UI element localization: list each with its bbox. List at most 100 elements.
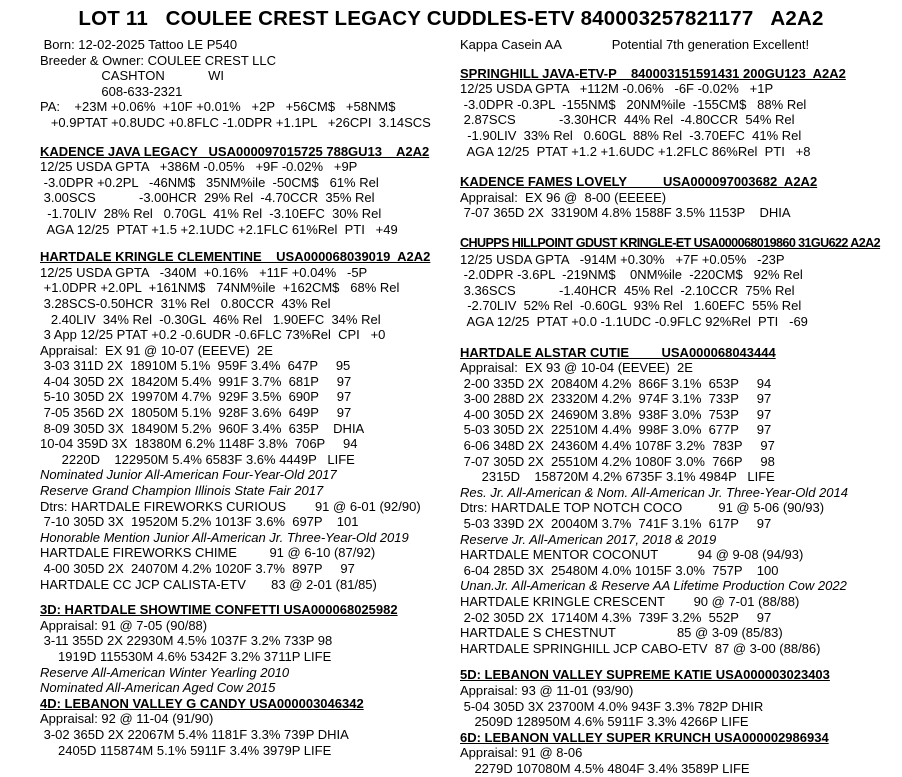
record-line: Appraisal: EX 93 @ 10-04 (EEVEE) 2E	[460, 360, 693, 376]
record-line: HARTDALE FIREWORKS CHIME 91 @ 6-10 (87/9…	[40, 545, 376, 561]
third-dam-section: 3D: HARTDALE SHOWTIME CONFETTI USA000068…	[40, 602, 452, 696]
record-line: 2.40LIV 34% Rel -0.30GL 46% Rel 1.90EFC …	[40, 311, 381, 327]
record-line: Appraisal: EX 96 @ 8-00 (EEEEE)	[460, 189, 667, 205]
pedigree-columns: Born: 12-02-2025 Tattoo LE P540 Breeder &…	[0, 37, 902, 777]
record-line: -3.0DPR -0.3PL -155NM$ 20NM%ile -155CM$ …	[460, 96, 807, 112]
record-line: AGA 12/25 PTAT +0.0 -1.1UDC -0.9FLC 92%R…	[460, 313, 808, 329]
record-line: Dtrs: HARTDALE FIREWORKS CURIOUS 91 @ 6-…	[40, 498, 421, 514]
record-line: 2.87SCS -3.30HCR 44% Rel -4.80CCR 54% Re…	[460, 112, 795, 128]
fourth-dam-section: 4D: LEBANON VALLEY G CANDY USA0000030463…	[40, 696, 452, 758]
record-line: 6-04 285D 3X 25480M 4.0% 1015F 3.0% 757P…	[460, 562, 779, 578]
record-line: 1919D 115530M 4.6% 5342F 3.2% 3711P LIFE	[40, 648, 332, 664]
pedigree-header: HARTDALE KRINGLE CLEMENTINE USA000068039…	[40, 249, 431, 265]
award-line: Honorable Mention Junior All-American Jr…	[40, 529, 409, 545]
record-line: Appraisal: EX 91 @ 10-07 (EEEVE) 2E	[40, 342, 273, 358]
pedigree-header: CHUPPS HILLPOINT GDUST KRINGLE-ET USA000…	[460, 235, 881, 250]
record-line: 5-03 305D 2X 22510M 4.4% 998F 3.0% 677P …	[460, 422, 772, 438]
record-line: +1.0DPR +2.0PL +161NM$ 74NM%ile +162CM$ …	[40, 280, 400, 296]
record-line: Appraisal: 91 @ 7-05 (90/88)	[40, 617, 208, 633]
right-column: Kappa Casein AA Potential 7th generation…	[452, 37, 902, 777]
record-line: PA: +23M +0.06% +10F +0.01% +2P +56CM$ +…	[40, 99, 396, 115]
record-line: 608-633-2321	[40, 83, 183, 99]
record-line: HARTDALE CC JCP CALISTA-ETV 83 @ 2-01 (8…	[40, 576, 377, 592]
record-line: 2279D 107080M 4.5% 4804F 3.4% 3589P LIFE	[460, 760, 750, 776]
record-line: 7-05 356D 2X 18050M 5.1% 928F 3.6% 649P …	[40, 405, 352, 421]
record-line: 2405D 115874M 5.1% 5911F 3.4% 3979P LIFE	[40, 742, 332, 758]
pedigree-header: 3D: HARTDALE SHOWTIME CONFETTI USA000068…	[40, 602, 398, 618]
record-line: 12/25 USDA GPTA -914M +0.30% +7F +0.05% …	[460, 251, 785, 267]
record-line: 4-04 305D 2X 18420M 5.4% 991F 3.7% 681P …	[40, 373, 352, 389]
record-line: 5-10 305D 2X 19970M 4.7% 929F 3.5% 690P …	[40, 389, 352, 405]
record-line: Appraisal: 93 @ 11-01 (93/90)	[460, 682, 634, 698]
pedigree-header: KADENCE FAMES LOVELY USA000097003682 A2A…	[460, 174, 818, 190]
hartdale-alstar-cutie-section: HARTDALE ALSTAR CUTIE USA000068043444 App…	[460, 345, 896, 657]
page-title: LOT 11 COULEE CREST LEGACY CUDDLES-ETV 8…	[78, 7, 824, 30]
record-line: 8-09 305D 3X 18490M 5.2% 960F 3.4% 635P …	[40, 420, 365, 436]
award-line: Nominated All-American Aged Cow 2015	[40, 680, 276, 696]
record-line: 5-04 305D 3X 23700M 4.0% 943F 3.3% 782P …	[460, 698, 764, 714]
chupps-kringle-section: CHUPPS HILLPOINT GDUST KRINGLE-ET USA000…	[460, 236, 896, 330]
pedigree-header: SPRINGHILL JAVA-ETV-P 840003151591431 20…	[460, 65, 846, 81]
record-line: 12/25 USDA GPTA +112M -0.06% -6F -0.02% …	[460, 81, 774, 97]
pedigree-header: KADENCE JAVA LEGACY USA000097015725 788G…	[40, 143, 430, 159]
record-line: 2509D 128950M 4.6% 5911F 3.3% 4266P LIFE	[460, 714, 749, 730]
record-line: Kappa Casein AA Potential 7th generation…	[460, 37, 810, 52]
record-line: Dtrs: HARTDALE TOP NOTCH COCO 91 @ 5-06 …	[460, 500, 825, 516]
record-line: 6-06 348D 2X 24360M 4.4% 1078F 3.2% 783P…	[460, 438, 775, 454]
record-line: CASHTON WI	[40, 68, 224, 84]
pedigree-header: HARTDALE ALSTAR CUTIE USA000068043444	[460, 344, 776, 360]
record-line: 12/25 USDA GPTA -340M +0.16% +11F +0.04%…	[40, 264, 368, 280]
record-line: 7-07 365D 2X 33190M 4.8% 1588F 3.5% 1153…	[460, 205, 791, 221]
award-line: Nominated Junior All-American Four-Year-…	[40, 467, 337, 483]
record-line: 2-02 305D 2X 17140M 4.3% 739F 3.2% 552P …	[460, 609, 772, 625]
award-line: Unan.Jr. All-American & Reserve AA Lifet…	[460, 578, 847, 594]
record-line: 3-11 355D 2X 22930M 4.5% 1037F 3.2% 733P…	[40, 633, 333, 649]
record-line: 2-00 335D 2X 20840M 4.2% 866F 3.1% 653P …	[460, 375, 772, 391]
record-line: 4-00 305D 2X 24070M 4.2% 1020F 3.7% 897P…	[40, 561, 355, 576]
award-line: Reserve All-American Winter Yearling 201…	[40, 664, 290, 680]
animal-info-block: Born: 12-02-2025 Tattoo LE P540 Breeder &…	[40, 37, 452, 131]
record-line: HARTDALE SPRINGHILL JCP CABO-ETV 87 @ 3-…	[460, 640, 821, 656]
record-line: Appraisal: 92 @ 11-04 (91/90)	[40, 711, 214, 727]
record-line: AGA 12/25 PTAT +1.5 +2.1UDC +2.1FLC 61%R…	[40, 221, 398, 237]
record-line: AGA 12/25 PTAT +1.2 +1.6UDC +1.2FLC 86%R…	[460, 143, 811, 159]
record-line: HARTDALE MENTOR COCONUT 94 @ 9-08 (94/93…	[460, 547, 804, 563]
record-line: Appraisal: 91 @ 8-06	[460, 745, 583, 761]
record-line: 3-02 365D 2X 22067M 5.4% 1181F 3.3% 739P…	[40, 726, 349, 742]
award-line: Reserve Jr. All-American 2017, 2018 & 20…	[460, 531, 717, 547]
record-line: -2.70LIV 52% Rel -0.60GL 93% Rel 1.60EFC…	[460, 298, 802, 314]
record-line: 12/25 USDA GPTA +386M -0.05% +9F -0.02% …	[40, 159, 358, 175]
record-line: 3-00 288D 2X 23320M 4.2% 974F 3.1% 733P …	[460, 391, 772, 407]
dam-section: HARTDALE KRINGLE CLEMENTINE USA000068039…	[40, 249, 452, 592]
award-line: Res. Jr. All-American & Nom. All-America…	[460, 484, 848, 500]
sixth-dam-section: 6D: LEBANON VALLEY SUPER KRUNCH USA00000…	[460, 730, 896, 777]
record-line: HARTDALE KRINGLE CRESCENT 90 @ 7-01 (88/…	[460, 594, 800, 609]
catalog-page: LOT 11 COULEE CREST LEGACY CUDDLES-ETV 8…	[40, 7, 881, 776]
record-line: 3.00SCS -3.00HCR 29% Rel -4.70CCR 35% Re…	[40, 190, 375, 206]
record-line: 2220D 122950M 5.4% 6583F 3.6% 4449P LIFE	[40, 451, 355, 467]
record-line: -1.70LIV 28% Rel 0.70GL 41% Rel -3.10EFC…	[40, 205, 382, 221]
record-line: 3.36SCS -1.40HCR 45% Rel -2.10CCR 75% Re…	[460, 282, 795, 298]
award-line: Reserve Grand Champion Illinois State Fa…	[40, 483, 324, 499]
record-line: 3.28SCS-0.50HCR 31% Rel 0.80CCR 43% Rel	[40, 295, 331, 311]
record-line: +0.9PTAT +0.8UDC +0.8FLC -1.0DPR +1.1PL …	[40, 114, 431, 130]
record-line: Breeder & Owner: COULEE CREST LLC	[40, 52, 277, 68]
record-line: Born: 12-02-2025 Tattoo LE P540	[40, 37, 238, 52]
record-line: 3-03 311D 2X 18910M 5.1% 959F 3.4% 647P …	[40, 358, 351, 374]
pedigree-header: 6D: LEBANON VALLEY SUPER KRUNCH USA00000…	[460, 729, 829, 745]
pedigree-header: 5D: LEBANON VALLEY SUPREME KATIE USA0000…	[460, 667, 830, 683]
kadence-fames-lovely-section: KADENCE FAMES LOVELY USA000097003682 A2A…	[460, 174, 896, 221]
record-line: 7-07 305D 2X 25510M 4.2% 1080F 3.0% 766P…	[460, 453, 775, 469]
record-line: -3.0DPR +0.2PL -46NM$ 35NM%ile -50CM$ 61…	[40, 174, 379, 190]
genetic-notes-block: Kappa Casein AA Potential 7th generation…	[460, 37, 896, 53]
maternal-sire-section: SPRINGHILL JAVA-ETV-P 840003151591431 20…	[460, 66, 896, 160]
record-line: 5-03 339D 2X 20040M 3.7% 741F 3.1% 617P …	[460, 516, 772, 532]
record-line: HARTDALE S CHESTNUT 85 @ 3-09 (85/83)	[460, 625, 783, 641]
record-line: 4-00 305D 2X 24690M 3.8% 938F 3.0% 753P …	[460, 406, 772, 422]
record-line: 7-10 305D 3X 19520M 5.2% 1013F 3.6% 697P…	[40, 514, 359, 530]
sire-section: KADENCE JAVA LEGACY USA000097015725 788G…	[40, 144, 452, 238]
record-line: 2315D 158720M 4.2% 6735F 3.1% 4984P LIFE	[460, 469, 775, 485]
record-line: -1.90LIV 33% Rel 0.60GL 88% Rel -3.70EFC…	[460, 127, 802, 143]
left-column: Born: 12-02-2025 Tattoo LE P540 Breeder &…	[0, 37, 452, 758]
pedigree-header: 4D: LEBANON VALLEY G CANDY USA0000030463…	[40, 695, 364, 711]
